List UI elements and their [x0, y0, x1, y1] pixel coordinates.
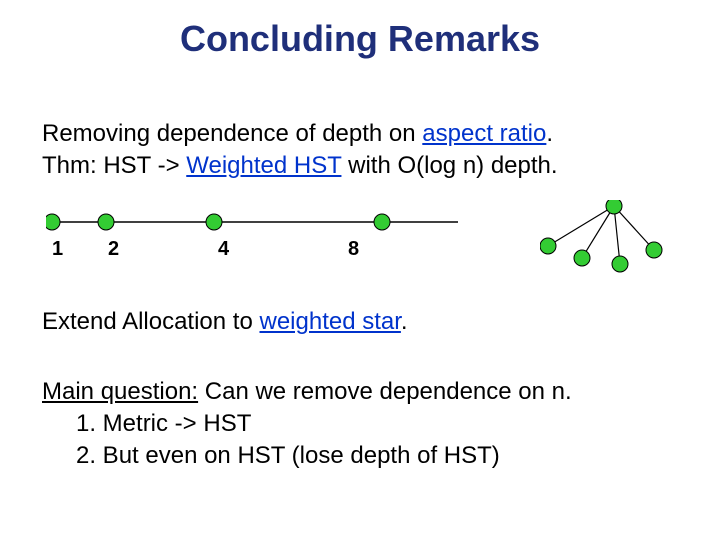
star-node: [574, 250, 590, 266]
path-node: [46, 214, 60, 230]
main-question-item-2: 2. But even on HST (lose depth of HST): [76, 440, 500, 471]
star-node: [646, 242, 662, 258]
line-3: Extend Allocation to weighted star.: [42, 306, 408, 337]
main-question-heading: Main question:: [42, 378, 198, 405]
line-3-link: weighted star: [259, 308, 400, 335]
line-2: Thm: HST -> Weighted HST with O(log n) d…: [42, 150, 558, 181]
path-node-label: 8: [348, 238, 359, 261]
line-3-a: Extend Allocation to: [42, 308, 259, 335]
path-node: [98, 214, 114, 230]
line-1-a: Removing dependence of depth on: [42, 120, 422, 147]
path-node-label: 2: [108, 238, 119, 261]
line-2-c: with O(log n) depth.: [341, 152, 557, 179]
line-3-c: .: [401, 308, 408, 335]
star-node: [612, 256, 628, 272]
line-1-link: aspect ratio: [422, 120, 546, 147]
line-1-c: .: [546, 120, 553, 147]
path-node-label: 1: [52, 238, 63, 261]
main-question-item-1: 1. Metric -> HST: [76, 408, 251, 439]
star-node: [606, 200, 622, 214]
star-node: [540, 238, 556, 254]
path-node-label: 4: [218, 238, 229, 261]
line-2-a: Thm: HST ->: [42, 152, 186, 179]
star-diagram: [540, 200, 680, 280]
line-1: Removing dependence of depth on aspect r…: [42, 118, 553, 149]
main-question-rest: Can we remove dependence on n.: [198, 378, 572, 405]
path-node: [206, 214, 222, 230]
main-question: Main question: Can we remove dependence …: [42, 376, 572, 407]
slide-title: Concluding Remarks: [0, 18, 720, 60]
path-diagram: [46, 208, 466, 238]
path-node: [374, 214, 390, 230]
line-2-link: Weighted HST: [186, 152, 341, 179]
